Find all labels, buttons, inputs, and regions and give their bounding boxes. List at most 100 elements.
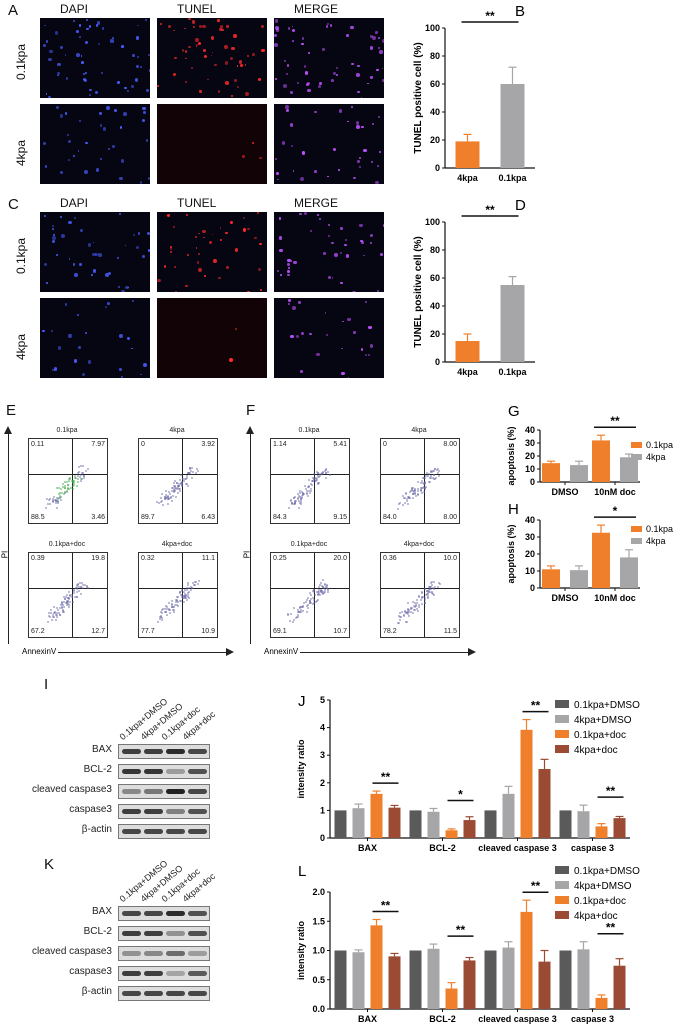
event-dot [175, 595, 178, 598]
event-dot [81, 582, 84, 585]
event-dot [301, 493, 304, 496]
event-dot [429, 475, 432, 478]
event-dot [172, 481, 175, 484]
event-dot [68, 591, 71, 594]
y-tick-label: 0.0 [312, 1004, 325, 1014]
cell-nucleus [356, 124, 360, 129]
event-dot [55, 501, 58, 504]
event-dot [80, 479, 83, 482]
event-dot [308, 602, 311, 605]
event-dot [423, 476, 426, 479]
cell-nucleus [85, 72, 87, 75]
y-tick-label: 20 [525, 451, 535, 461]
event-dot [431, 470, 434, 473]
event-dot [299, 502, 302, 505]
event-dot [318, 591, 321, 594]
cell-nucleus [53, 233, 56, 236]
cell-nucleus [86, 27, 90, 31]
cell-nucleus [102, 127, 107, 131]
event-dot [195, 472, 198, 475]
cell-nucleus [334, 253, 339, 258]
event-dot [58, 607, 61, 610]
cell-nucleus [287, 273, 290, 277]
cell-nucleus [118, 213, 121, 216]
cell-nucleus [287, 27, 290, 30]
cell-nucleus [192, 20, 196, 24]
event-dot [72, 591, 75, 594]
event-dot [64, 485, 67, 488]
event-dot [414, 603, 417, 606]
event-dot [409, 607, 412, 610]
event-dot [414, 487, 417, 490]
y-tick-label: 10 [525, 464, 535, 474]
event-dot [188, 590, 191, 593]
event-dot [182, 478, 185, 481]
event-dot [425, 594, 428, 597]
cell-nucleus [56, 74, 59, 77]
cell-nucleus [285, 72, 288, 76]
cell-nucleus [48, 95, 51, 98]
event-dot [46, 621, 49, 624]
event-dot [178, 479, 181, 482]
cell-nucleus [202, 48, 207, 53]
event-dot [79, 582, 82, 585]
cell-nucleus [230, 220, 234, 225]
event-dot [305, 491, 308, 494]
event-dot [296, 611, 299, 614]
cell-nucleus [347, 120, 350, 123]
event-dot [185, 587, 188, 590]
event-dot [64, 487, 67, 490]
protein-band [122, 951, 141, 956]
event-dot [298, 490, 301, 493]
cell-nucleus [124, 244, 127, 247]
cell-nucleus [274, 158, 277, 161]
event-dot [305, 601, 308, 604]
event-dot [326, 584, 328, 587]
event-dot [424, 476, 427, 479]
event-dot [59, 604, 62, 607]
cell-nucleus [184, 80, 188, 84]
flow-plot-title: 0.1kpa+doc [48, 541, 86, 548]
cell-nucleus [369, 233, 374, 238]
cell-nucleus [291, 28, 295, 33]
event-dot [412, 497, 415, 500]
event-dot [299, 610, 302, 613]
event-dot [173, 608, 176, 611]
cell-nucleus [287, 262, 291, 266]
event-dot [77, 589, 80, 592]
cell-nucleus [56, 72, 61, 76]
cell-nucleus [68, 159, 71, 162]
cell-nucleus [119, 125, 123, 129]
event-dot [410, 489, 413, 492]
event-dot [426, 597, 429, 600]
event-dot [81, 478, 84, 481]
event-dot [157, 502, 160, 505]
event-dot [399, 616, 402, 619]
event-dot [426, 592, 429, 595]
event-dot [416, 598, 419, 601]
event-dot [325, 586, 328, 589]
event-dot [50, 609, 53, 612]
event-dot [399, 619, 402, 622]
cell-nucleus [88, 25, 92, 29]
event-dot [72, 482, 75, 485]
quadrant-percentage: 84.0 [383, 514, 397, 521]
cell-nucleus [48, 57, 52, 62]
row-label: 4kpa [14, 333, 28, 360]
event-dot [431, 593, 434, 596]
cell-nucleus [174, 291, 178, 292]
bar-4kpa-dmso [427, 948, 440, 1009]
protein-band [166, 991, 185, 996]
cell-nucleus [98, 111, 103, 116]
event-dot [79, 585, 82, 588]
bar-0-1kpa-doc [520, 729, 533, 838]
event-dot [323, 587, 326, 590]
cell-nucleus [340, 281, 344, 285]
event-dot [398, 612, 401, 615]
y-tick-label: 20 [430, 135, 440, 145]
event-dot [420, 487, 423, 490]
cell-nucleus [130, 347, 133, 350]
legend-swatch [631, 526, 642, 532]
cell-nucleus [319, 82, 323, 85]
